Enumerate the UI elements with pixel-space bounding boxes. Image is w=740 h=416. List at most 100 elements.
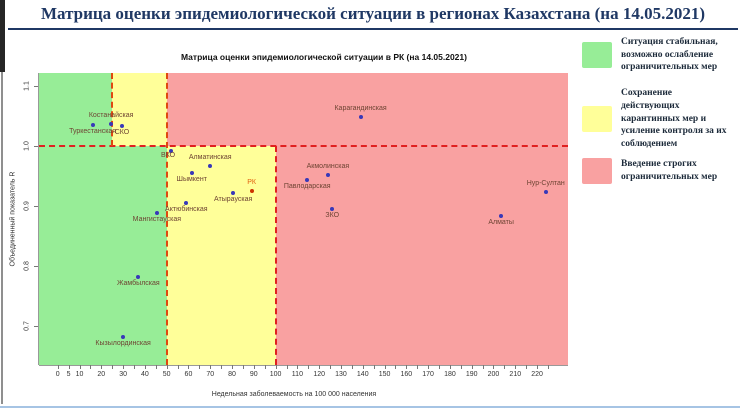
- data-point-Шымкент: [189, 171, 194, 176]
- x-tick: [417, 365, 419, 369]
- data-point-Павлодарская: [305, 178, 310, 183]
- data-point-Карагандинская: [358, 115, 363, 120]
- legend: Ситуация стабильная, возможно ослабление…: [582, 36, 738, 184]
- x-tick: [264, 365, 266, 369]
- x-tick: [526, 365, 528, 369]
- x-tick: [460, 365, 462, 369]
- y-tick-label: 1.0: [23, 141, 31, 152]
- data-point-label-Карагандинская: Карагандинская: [334, 105, 387, 113]
- x-tick-label: 20: [97, 371, 106, 378]
- x-tick: [319, 365, 321, 369]
- x-tick: [133, 365, 135, 369]
- y-tick: [34, 146, 38, 148]
- x-tick: [297, 365, 299, 369]
- x-tick: [123, 365, 125, 369]
- x-tick: [395, 365, 397, 369]
- x-tick-label: 90: [249, 371, 258, 378]
- x-tick-label: 120: [313, 371, 326, 378]
- y-tick: [34, 326, 38, 328]
- x-tick: [340, 365, 342, 369]
- y-tick: [34, 266, 38, 268]
- x-tick-label: 70: [206, 371, 215, 378]
- data-point-Алматы: [499, 214, 504, 219]
- data-point-label-РК: РК: [247, 178, 257, 186]
- x-tick: [351, 365, 353, 369]
- x-tick: [308, 365, 310, 369]
- chart-title: Матрица оценки эпидемиологической ситуац…: [181, 52, 467, 62]
- x-tick: [177, 365, 179, 369]
- y-axis-title: Объединенный показатель R: [9, 171, 17, 267]
- x-tick: [101, 365, 103, 369]
- threshold-line-r1: [39, 145, 568, 148]
- x-tick: [155, 365, 157, 369]
- x-tick: [166, 365, 168, 369]
- legend-label: Ситуация стабильная, возможно ослабление…: [621, 37, 718, 73]
- data-point-Костанайская: [109, 121, 114, 126]
- x-tick: [439, 365, 441, 369]
- data-point-label-Жамбылская: Жамбылская: [116, 280, 160, 288]
- x-tick-label: 130: [335, 371, 347, 378]
- data-point-label-ЗКО: ЗКО: [325, 211, 340, 219]
- data-point-ВКО: [169, 148, 174, 153]
- data-point-label-Нур-Султан: Нур-Султан: [526, 179, 565, 187]
- data-point-Жамбылская: [136, 275, 141, 280]
- legend-swatch-red: [582, 157, 612, 184]
- data-point-label-Алматинская: Алматинская: [188, 153, 232, 161]
- data-point-label-Павлодарская: Павлодарская: [283, 183, 331, 191]
- x-tick: [515, 365, 517, 369]
- x-tick-label: 220: [531, 371, 543, 378]
- left-edge-line: [1, 0, 3, 404]
- zone-red-lower: [275, 146, 568, 365]
- x-tick: [253, 365, 255, 369]
- x-tick-label: 10: [75, 371, 84, 378]
- legend-item-stable: Ситуация стабильная, возможно ослабление…: [582, 36, 738, 74]
- x-tick-label: 200: [487, 371, 500, 378]
- x-tick-label: 110: [291, 371, 303, 378]
- zone-green-upper: [39, 73, 113, 147]
- x-tick: [286, 365, 288, 369]
- x-tick: [221, 365, 223, 369]
- x-tick-label: 140: [356, 371, 369, 378]
- data-point-label-СКО: СКО: [114, 129, 130, 137]
- x-tick: [362, 365, 364, 369]
- threshold-line-x25: [111, 73, 114, 147]
- data-point-label-ВКО: ВКО: [160, 151, 176, 159]
- x-tick: [493, 365, 495, 369]
- data-point-label-Алматы: Алматы: [488, 219, 514, 227]
- legend-item-keep-measures: Сохранение действующих карантинных мер и…: [582, 87, 738, 151]
- x-tick: [144, 365, 146, 369]
- data-point-label-Атырауская: Атырауская: [213, 195, 253, 203]
- data-point-ЗКО: [330, 206, 335, 211]
- data-point-СКО: [120, 124, 124, 129]
- legend-label: Введение строгих ограничительных мер: [621, 159, 718, 182]
- x-tick: [57, 365, 59, 369]
- x-tick: [384, 365, 386, 369]
- x-axis: [39, 365, 568, 366]
- data-point-Актюбинская: [184, 200, 189, 205]
- legend-item-strict-measures: Введение строгих ограничительных мер: [582, 157, 738, 184]
- x-tick: [449, 365, 451, 369]
- threshold-line-x50: [165, 73, 168, 365]
- zone-green-lower: [39, 146, 167, 365]
- y-axis: [38, 73, 39, 365]
- x-tick: [79, 365, 81, 369]
- page-title: Матрица оценки эпидемиологической ситуац…: [8, 4, 738, 30]
- y-tick-label: 0.8: [23, 261, 31, 271]
- x-tick: [428, 365, 430, 369]
- x-tick: [504, 365, 506, 369]
- data-point-label-Акмолинская: Акмолинская: [306, 162, 350, 170]
- x-tick: [68, 365, 70, 369]
- legend-label: Сохранение действующих карантинных мер и…: [621, 88, 727, 150]
- zone-yellow-upper: [112, 73, 167, 147]
- data-point-РК: [249, 188, 254, 193]
- data-point-label-Актюбинская: Актюбинская: [165, 205, 208, 213]
- x-tick: [330, 365, 332, 369]
- x-tick: [199, 365, 201, 369]
- data-point-Атырауская: [231, 190, 236, 195]
- data-point-label-Туркестанская: Туркестанская: [69, 128, 117, 136]
- x-tick: [90, 365, 92, 369]
- data-point-Нур-Султан: [543, 189, 548, 194]
- data-point-label-Костанайская: Костанайская: [88, 111, 134, 119]
- x-tick: [188, 365, 190, 369]
